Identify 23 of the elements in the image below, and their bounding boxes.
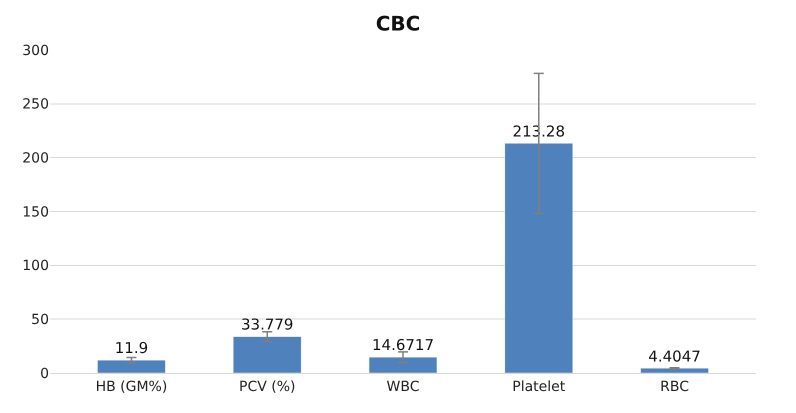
data-label: 33.779 <box>240 316 294 334</box>
data-label: 213.28 <box>512 122 566 140</box>
x-tick-label: RBC <box>660 378 690 395</box>
x-tick-label: Platelet <box>512 378 566 395</box>
x-tick-label: HB (GM%) <box>96 378 168 395</box>
chart-title: CBC <box>376 12 420 36</box>
y-tick-label: 150 <box>22 204 49 220</box>
y-tick-label: 0 <box>40 366 49 382</box>
x-tick-label: WBC <box>386 378 420 395</box>
data-label: 4.4047 <box>648 347 701 366</box>
data-label: 11.9 <box>114 339 148 358</box>
bar <box>368 356 438 373</box>
data-label: 14.6717 <box>372 336 434 354</box>
y-tick-label: 100 <box>22 258 49 274</box>
bar <box>640 368 709 373</box>
bar <box>504 143 573 373</box>
bar <box>233 336 302 373</box>
y-tick-label: 300 <box>22 42 49 59</box>
bar <box>97 360 166 373</box>
y-tick-label: 200 <box>22 150 49 167</box>
y-tick-label: 50 <box>31 312 49 328</box>
y-tick-label: 250 <box>22 96 49 113</box>
x-tick-label: PCV (%) <box>238 378 296 395</box>
